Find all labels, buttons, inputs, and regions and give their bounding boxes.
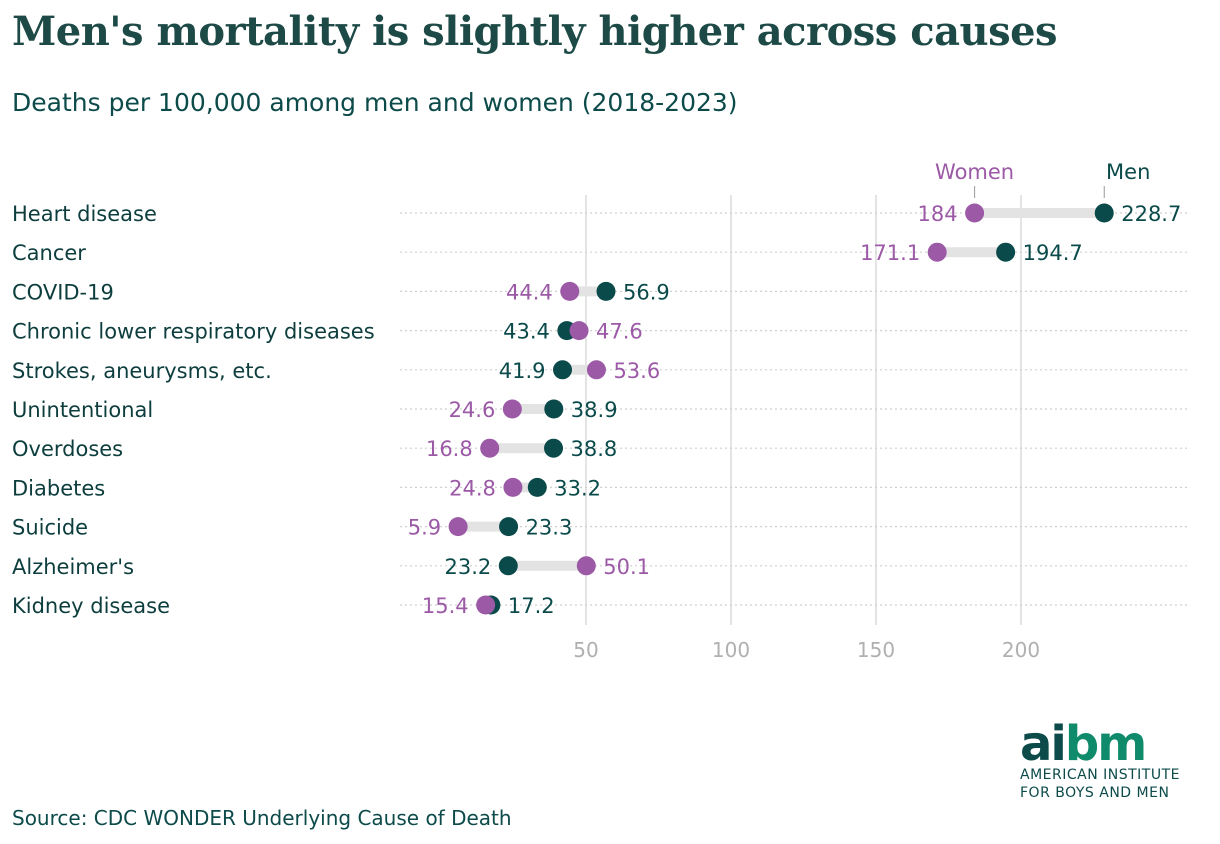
- legend-men: Men: [1106, 160, 1150, 184]
- value-label: 38.8: [571, 437, 618, 461]
- women-dot: [476, 595, 496, 615]
- value-label: 38.9: [571, 398, 618, 422]
- dumbbell-chart: 50 100 150 200 Heart disease 184 228.7 Cancer 17…: [12, 160, 1188, 662]
- value-label: 194.7: [1023, 241, 1083, 265]
- value-label: 171.1: [860, 241, 920, 265]
- category-label: Heart disease: [12, 202, 157, 226]
- category-label: Diabetes: [12, 476, 105, 500]
- men-dot: [499, 517, 519, 537]
- category-label: Unintentional: [12, 398, 153, 422]
- value-label: 44.4: [506, 280, 553, 304]
- value-label: 16.8: [426, 437, 473, 461]
- legend-women: Women: [935, 160, 1014, 184]
- source-note: Source: CDC WONDER Underlying Cause of D…: [12, 806, 512, 830]
- logo-line2: FOR BOYS AND MEN: [1020, 785, 1170, 801]
- men-dot: [544, 438, 564, 458]
- category-label: Alzheimer's: [12, 555, 134, 579]
- value-label: 43.4: [503, 320, 550, 344]
- women-dot: [560, 281, 580, 301]
- category-label: COVID-19: [12, 280, 114, 304]
- category-label: Suicide: [12, 516, 88, 540]
- men-dot: [996, 242, 1016, 262]
- value-label: 24.6: [449, 398, 496, 422]
- x-tick-label: 200: [1002, 638, 1040, 662]
- category-label: Kidney disease: [12, 594, 170, 618]
- category-label: Strokes, aneurysms, etc.: [12, 359, 272, 383]
- value-label: 17.2: [508, 594, 555, 618]
- value-label: 50.1: [603, 555, 650, 579]
- women-dot: [480, 438, 500, 458]
- men-dot: [553, 360, 573, 380]
- value-label: 24.8: [449, 476, 496, 500]
- value-label: 56.9: [623, 280, 670, 304]
- women-dot: [502, 399, 522, 419]
- x-tick-label: 50: [573, 638, 598, 662]
- logo-line1: AMERICAN INSTITUTE: [1020, 767, 1180, 783]
- x-tick-label: 100: [712, 638, 750, 662]
- value-label: 33.2: [554, 476, 601, 500]
- value-label: 47.6: [596, 320, 643, 344]
- women-dot: [965, 203, 985, 223]
- women-dot: [576, 556, 596, 576]
- category-label: Chronic lower respiratory diseases: [12, 320, 375, 344]
- women-dot: [569, 321, 589, 341]
- men-dot: [544, 399, 564, 419]
- value-label: 53.6: [613, 359, 660, 383]
- women-dot: [448, 517, 468, 537]
- value-label: 184: [918, 202, 958, 226]
- value-label: 5.9: [408, 516, 441, 540]
- category-label: Cancer: [12, 241, 86, 265]
- women-dot: [503, 477, 523, 497]
- logo-word-b: bm: [1064, 716, 1147, 772]
- women-dot: [927, 242, 947, 262]
- logo-word-a: ai: [1020, 716, 1067, 772]
- category-label: Overdoses: [12, 437, 123, 461]
- men-dot: [1094, 203, 1114, 223]
- value-label: 23.3: [526, 516, 573, 540]
- men-dot: [527, 477, 547, 497]
- women-dot: [586, 360, 606, 380]
- chart-subtitle: Deaths per 100,000 among men and women (…: [12, 88, 738, 117]
- value-label: 228.7: [1121, 202, 1181, 226]
- men-dot: [596, 281, 616, 301]
- x-tick-label: 150: [857, 638, 895, 662]
- value-label: 41.9: [499, 359, 546, 383]
- men-dot: [498, 556, 518, 576]
- value-label: 15.4: [422, 594, 469, 618]
- value-label: 23.2: [445, 555, 492, 579]
- aibm-logo: aibm AMERICAN INSTITUTE FOR BOYS AND MEN: [1020, 720, 1180, 802]
- chart-title: Men's mortality is slightly higher acros…: [12, 8, 1058, 55]
